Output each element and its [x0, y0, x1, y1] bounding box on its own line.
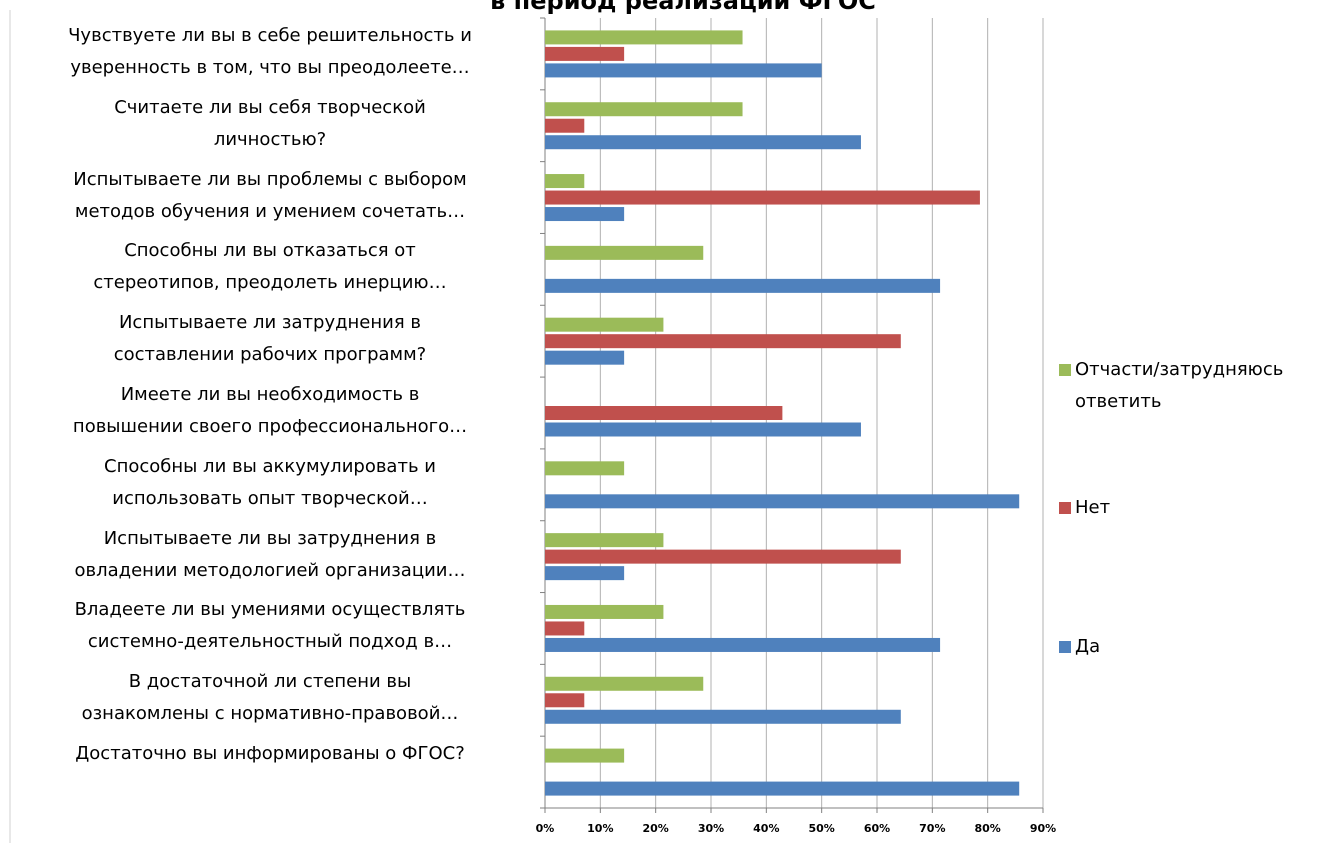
legend-label: Нет: [1075, 497, 1111, 518]
y-tick-label: Владеете ли вы умениями осуществлять сис…: [74, 599, 466, 653]
y-tick-label: Достаточно вы информированы о ФГОС?: [75, 743, 465, 765]
bar: [545, 46, 625, 61]
bar: [545, 135, 861, 150]
y-tick-label: Способны ли вы аккумулировать и использо…: [104, 455, 436, 509]
bar: [545, 174, 585, 189]
bar: [545, 317, 664, 332]
chart-title: в период реализации ФГОС: [490, 0, 876, 15]
x-tick-label: 50%: [808, 822, 834, 835]
bar: [545, 494, 1020, 509]
x-tick-label: 0%: [536, 822, 555, 835]
bar: [545, 207, 625, 222]
x-tick-label: 10%: [587, 822, 613, 835]
legend-swatch: [1059, 364, 1071, 376]
x-tick-label: 70%: [919, 822, 945, 835]
bar: [545, 190, 980, 205]
x-tick-label: 80%: [974, 822, 1000, 835]
x-tick-label: 40%: [753, 822, 779, 835]
bar: [545, 604, 664, 619]
bar: [545, 461, 625, 476]
bar: [545, 30, 743, 45]
bar: [545, 278, 941, 293]
x-tick-label: 90%: [1030, 822, 1056, 835]
bar: [545, 350, 625, 365]
bar: [545, 566, 625, 581]
bar: [545, 549, 901, 564]
y-tick-label: В достаточной ли степени вы ознакомлены …: [81, 671, 459, 725]
x-tick-label: 60%: [864, 822, 890, 835]
legend-label: Отчасти/затрудняюсь ответить: [1075, 359, 1284, 412]
bar: [545, 621, 585, 636]
bar: [545, 334, 901, 349]
bar: [545, 709, 901, 724]
bar: [545, 781, 1020, 796]
bar: [545, 676, 704, 691]
legend-swatch: [1059, 641, 1071, 653]
bar: [545, 118, 585, 133]
bar: [545, 693, 585, 708]
bar: [545, 533, 664, 548]
bar: [545, 422, 861, 437]
bar: [545, 748, 625, 763]
y-tick-label: Испытываете ли вы затруднения в овладени…: [74, 527, 466, 581]
bar: [545, 406, 783, 420]
x-tick-label: 30%: [698, 822, 724, 835]
bar: [545, 102, 743, 117]
y-tick-label: Способны ли вы отказаться от стереотипов…: [93, 240, 447, 294]
y-tick-label: Испытываете ли затруднения в составлении…: [113, 312, 427, 366]
x-tick-label: 20%: [642, 822, 668, 835]
y-tick-label: Чувствуете ли вы в себе решительность и …: [68, 24, 472, 78]
bar: [545, 245, 704, 260]
y-tick-label: Имеете ли вы необходимость в повышении с…: [72, 384, 468, 437]
bar: [545, 63, 822, 78]
y-tick-label: Считаете ли вы себя творческой личностью…: [114, 96, 426, 150]
legend-swatch: [1059, 502, 1071, 514]
bar: [545, 637, 941, 652]
y-tick-label: Испытываете ли вы проблемы с выбором мет…: [73, 168, 467, 222]
legend-label: Да: [1075, 636, 1101, 657]
